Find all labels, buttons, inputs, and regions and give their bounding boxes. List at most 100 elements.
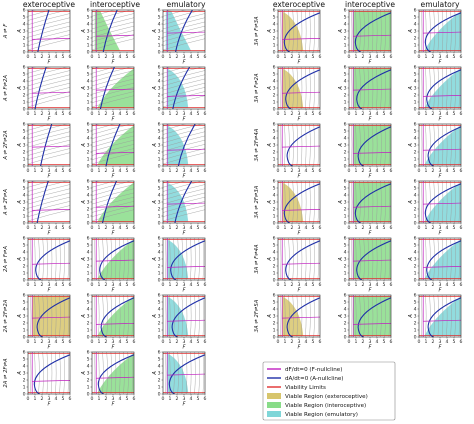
streamline [441,238,444,280]
streamline [296,10,298,52]
y-axis-label: A [267,29,273,34]
x-tick-label: 6 [133,396,136,402]
f-nullcline [352,181,391,223]
y-tick-label: 2 [23,93,26,99]
y-tick-label: 2 [23,378,26,384]
f-nullcline [352,67,391,109]
streamline [300,295,303,337]
panel-plot-area [349,67,391,109]
x-tick-label: 1 [34,339,37,345]
y-tick-label: 4 [414,136,417,142]
x-tick-label: 1 [425,339,428,345]
streamline [163,17,205,30]
y-axis-label: A [81,29,87,34]
y-tick-label: 6 [344,236,347,242]
streamline [420,238,423,280]
x-tick-label: 3 [439,282,442,288]
y-tick-label: 1 [158,214,161,220]
streamline [437,124,439,166]
streamline [181,295,183,337]
streamline [92,152,134,165]
streamline [350,181,353,223]
y-tick-label: 3 [87,86,90,92]
y-tick-label: 2 [273,207,276,213]
streamline [317,10,319,52]
right-col-title-emulatory: emulatory [421,0,460,9]
y-tick-label: 0 [158,164,161,170]
streamline [425,181,427,223]
streamline [279,295,282,337]
x-tick-label: 3 [112,168,115,174]
y-tick-label: 0 [273,335,276,341]
x-tick-label: 3 [369,168,372,174]
streamline [163,205,205,217]
legend-swatch-patch [267,411,281,417]
x-tick-label: 2 [362,225,365,231]
row-label-left: 2A ⇌ 2F⇌A [3,358,9,388]
x-tick-label: 0 [277,54,280,60]
y-axis-label: A [267,86,273,91]
streamline [92,139,134,152]
y-tick-label: 6 [344,122,347,128]
streamline [92,38,134,51]
y-tick-label: 4 [158,250,161,256]
f-nullcline [166,67,205,109]
streamline [363,67,365,109]
streamline [288,124,290,166]
y-tick-label: 0 [414,50,417,56]
panel-frame [27,180,71,224]
panel-plot-area [419,238,461,280]
x-tick-label: 1 [169,339,172,345]
y-tick-label: 3 [23,200,26,206]
streamline [371,181,374,223]
streamline [123,352,125,394]
y-tick-label: 2 [344,264,347,270]
streamline [450,10,452,52]
x-tick-label: 4 [305,282,308,288]
streamline [420,181,423,223]
x-tick-label: 1 [284,54,287,60]
streamline [305,295,307,337]
x-tick-label: 0 [91,54,94,60]
x-axis-label: F [112,174,116,180]
f-nullcline [422,124,461,166]
x-tick-label: 4 [446,282,449,288]
a-nullcline [101,181,117,223]
viable-region [353,125,391,165]
f-nullcline [422,10,461,52]
x-tick-label: 5 [197,168,200,174]
streamline [59,238,61,280]
y-tick-label: 0 [344,278,347,284]
panel-plot-area [419,10,461,52]
y-tick-label: 3 [158,371,161,377]
x-tick-label: 1 [98,54,101,60]
streamline [114,238,117,280]
legend-label: Viability Limits [285,385,326,391]
streamline [50,238,53,280]
streamline [380,124,382,166]
a-nullcline [36,181,49,223]
x-tick-label: 0 [27,282,30,288]
x-tick-label: 4 [446,339,449,345]
x-tick-label: 0 [162,111,165,117]
y-tick-label: 1 [87,271,90,277]
x-tick-label: 1 [98,225,101,231]
legend-label: Viable Region (emulatory) [285,412,358,418]
f-nullcline [31,10,70,52]
y-tick-label: 5 [273,15,276,21]
x-tick-label: 2 [41,396,44,402]
x-axis-label: F [112,402,116,408]
x-axis-label: F [298,345,302,351]
f-nullcline [352,10,391,52]
y-tick-label: 0 [158,278,161,284]
y-tick-label: 5 [23,129,26,135]
streamline [28,144,70,156]
x-tick-label: 2 [105,111,108,117]
y-tick-label: 0 [158,335,161,341]
streamline [92,67,116,74]
